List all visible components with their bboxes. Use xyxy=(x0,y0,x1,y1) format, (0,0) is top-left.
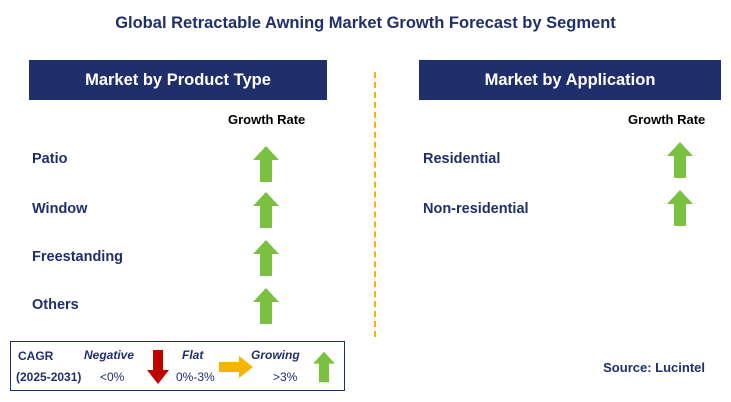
product-type-item-others: Others xyxy=(32,297,79,313)
growing-arrow-icon xyxy=(313,351,335,383)
product-type-item-window: Window xyxy=(32,201,88,217)
legend-growing-label: Growing xyxy=(251,348,300,362)
panel-divider xyxy=(374,72,376,337)
application-item-non-residential: Non-residential xyxy=(423,201,529,217)
legend-cagr-label: CAGR xyxy=(18,349,54,363)
growing-arrow-icon xyxy=(253,192,279,228)
source-label: Source: Lucintel xyxy=(603,360,705,375)
legend-flat-label: Flat xyxy=(182,348,204,362)
application-header: Market by Application xyxy=(419,60,721,100)
negative-arrow-icon xyxy=(147,350,169,384)
application-item-residential: Residential xyxy=(423,151,501,167)
product-type-header-text: Market by Product Type xyxy=(85,70,271,89)
growing-arrow-icon xyxy=(667,190,693,226)
growing-arrow-icon xyxy=(253,240,279,276)
product-type-header: Market by Product Type xyxy=(29,60,327,100)
growing-arrow-icon xyxy=(253,288,279,324)
legend-period: (2025-2031) xyxy=(16,370,82,384)
application-header-text: Market by Application xyxy=(484,70,656,89)
product-type-item-patio: Patio xyxy=(32,151,68,167)
product-type-growth-rate-label: Growth Rate xyxy=(228,112,306,127)
growing-arrow-icon xyxy=(253,146,279,182)
chart-title: Global Retractable Awning Market Growth … xyxy=(115,14,616,32)
application-growth-rate-label: Growth Rate xyxy=(628,112,706,127)
legend-flat-range: 0%-3% xyxy=(176,370,215,384)
legend-growing-range: >3% xyxy=(273,370,298,384)
product-type-item-freestanding: Freestanding xyxy=(32,249,124,265)
legend-negative-range: <0% xyxy=(100,370,125,384)
legend-negative-label: Negative xyxy=(84,348,135,362)
cagr-legend: CAGR (2025-2031) Negative <0% Flat 0%-3%… xyxy=(10,341,345,391)
growing-arrow-icon xyxy=(667,142,693,178)
flat-arrow-icon xyxy=(219,356,253,378)
